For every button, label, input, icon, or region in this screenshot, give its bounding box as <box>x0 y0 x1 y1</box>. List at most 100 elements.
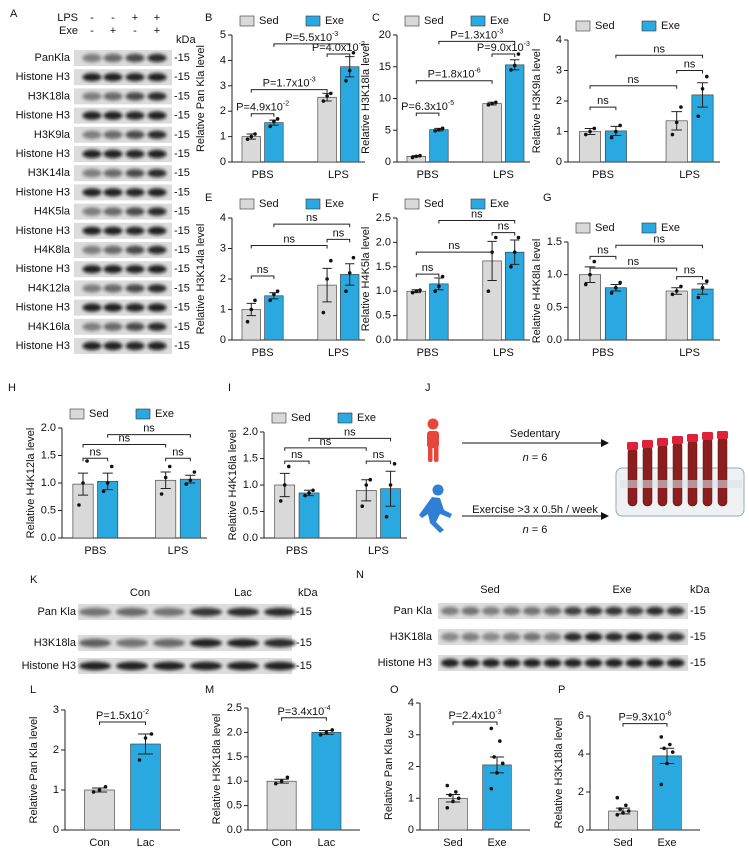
annotation: ns <box>344 426 356 438</box>
blot-strip <box>74 280 172 297</box>
bar <box>665 290 688 341</box>
bracket <box>107 434 191 438</box>
band <box>153 607 185 617</box>
band <box>190 661 222 671</box>
data-point <box>149 732 154 736</box>
annotation-exponent: -2 <box>143 709 149 716</box>
band <box>103 92 123 101</box>
blot-strip <box>74 165 172 182</box>
annotation-exponent: -3 <box>495 709 501 716</box>
data-point <box>360 504 365 509</box>
annotation-text: ns <box>291 449 303 461</box>
row-label: H4K16la <box>28 321 71 333</box>
band <box>82 73 102 82</box>
legend-swatch <box>271 412 287 424</box>
sedentary-icon <box>427 418 439 462</box>
band <box>441 632 459 642</box>
panel-label: J <box>425 382 431 394</box>
annotation: ns <box>291 449 303 461</box>
row-label: H3K18la <box>34 637 77 649</box>
data-point <box>307 491 311 495</box>
data-point <box>279 779 284 783</box>
y-axis-label: Relative H3K18la level <box>553 718 565 829</box>
annotation-text: ns <box>344 426 356 438</box>
annotation: ns <box>306 212 318 224</box>
row-label: Histone H3 <box>16 110 70 122</box>
legend-swatch <box>305 198 321 210</box>
annotation-exponent: -3 <box>309 76 315 83</box>
annotation-text: ns <box>257 264 269 276</box>
y-axis-label: Relative H4K12la level <box>25 428 37 539</box>
row-label: Histone H3 <box>16 263 70 275</box>
panel-label: N <box>356 569 364 581</box>
data-point <box>410 155 415 160</box>
annotation-exponent: -6 <box>665 710 671 717</box>
data-point <box>325 277 329 281</box>
band <box>502 632 521 642</box>
data-point <box>163 475 168 480</box>
header-sign: + <box>154 25 160 37</box>
annotation: ns <box>628 256 640 268</box>
n-label: n = 6 <box>523 524 548 536</box>
legend-swatch <box>641 20 657 32</box>
annotation: ns <box>448 240 460 252</box>
data-point <box>618 123 622 128</box>
bar <box>179 478 201 539</box>
legend-swatch <box>404 15 420 27</box>
y-tick-label: 1.5 <box>243 453 258 465</box>
blot-strip <box>74 50 172 66</box>
band <box>103 169 123 178</box>
band <box>125 265 145 274</box>
data-point <box>516 52 521 56</box>
band <box>125 303 145 312</box>
data-point <box>253 298 257 303</box>
legend-swatch <box>404 198 420 210</box>
y-tick-label: 15 <box>379 61 391 73</box>
legend-label: Sed <box>424 15 444 27</box>
exercise-icon <box>419 484 452 533</box>
n-symbol: n <box>523 452 529 464</box>
group-label: Exercise >3 x 0.5h / week <box>472 504 598 516</box>
band <box>605 632 623 642</box>
x-tick-label: LPS <box>679 169 700 181</box>
legend-label: Exe <box>661 222 680 234</box>
row-label: Histone H3 <box>16 225 70 237</box>
band <box>666 632 685 642</box>
data-point <box>97 788 102 792</box>
row-label: H3K9la <box>34 129 71 141</box>
y-tick-label: 2.0 <box>243 426 258 438</box>
annotation: ns <box>597 244 609 256</box>
band <box>523 606 541 616</box>
x-tick-label: PBS <box>417 347 439 359</box>
blot-strip <box>438 603 688 619</box>
bar <box>604 287 627 341</box>
band <box>482 632 500 642</box>
annotation: P=5.5x10-3 <box>285 30 338 44</box>
legend-swatch <box>305 15 321 27</box>
y-axis-label: Relative H3K9la level <box>531 49 543 154</box>
annotation-text: ns <box>597 244 609 256</box>
bar <box>340 66 360 163</box>
data-point <box>626 809 631 813</box>
legend-swatch <box>135 408 151 420</box>
data-point <box>437 127 441 132</box>
marker-label: -15 <box>174 110 190 122</box>
band <box>625 632 644 642</box>
row-label: Histone H3 <box>22 660 76 672</box>
band <box>82 111 102 120</box>
bracket <box>308 437 392 442</box>
data-point <box>495 771 499 775</box>
y-tick-label: 0.5 <box>41 505 56 517</box>
y-tick-label: 5 <box>385 124 391 136</box>
data-point <box>325 94 329 98</box>
x-tick-label: Sed <box>443 837 463 849</box>
data-point <box>490 101 494 106</box>
band <box>153 638 185 648</box>
band <box>264 607 296 617</box>
annotation: P=1.3x10-3 <box>450 28 503 42</box>
legend-label: Sed <box>259 15 279 27</box>
y-axis-label: Relative H3K18la level <box>360 43 372 154</box>
annotation-text: P=4.0x10 <box>312 42 359 54</box>
annotation-text: P=4.9x10 <box>236 102 283 114</box>
data-point <box>433 129 437 133</box>
